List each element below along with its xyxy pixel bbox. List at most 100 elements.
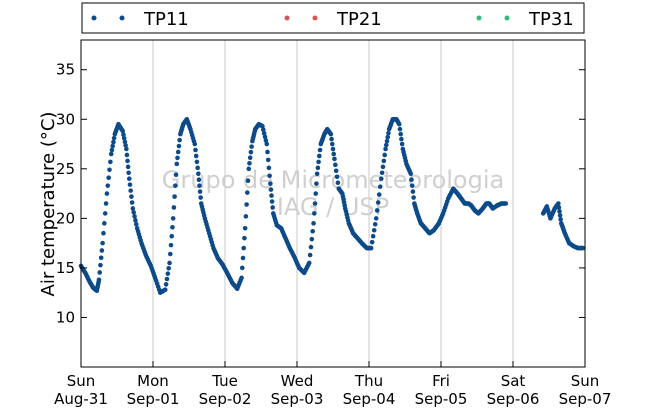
point-fill-TP11-47-4 (267, 173, 272, 179)
legend-label-TP31: TP31 (528, 9, 574, 30)
x-tick-date-6: Sep-06 (487, 390, 540, 408)
point-TP11-8 (108, 151, 114, 157)
y-tick-label-5: 35 (56, 61, 75, 79)
point-fill-TP11-40-1 (239, 265, 245, 271)
point-fill-TP11-57-1 (307, 252, 313, 258)
point-fill-TP11-57-3 (309, 236, 315, 242)
point-fill-TP11-24-4 (177, 137, 182, 143)
point-fill-TP11-59-3 (317, 153, 322, 159)
legend-marker2-TP21 (312, 15, 318, 21)
data-points (78, 116, 586, 295)
point-fill-TP11-6-1 (101, 230, 106, 236)
point-fill-TP11-13-1 (127, 182, 133, 187)
point-fill-TP11-63-3 (330, 146, 336, 152)
y-tick-label-0: 10 (56, 308, 75, 326)
point-fill-TP11-21-1 (163, 282, 169, 287)
point-fill-TP11-7-4 (108, 159, 113, 165)
point-fill-TP11-8-1 (109, 147, 115, 153)
point-fill-TP11-13-4 (129, 200, 135, 205)
point-fill-TP11-40-3 (241, 245, 247, 251)
point-fill-TP11-58-3 (313, 191, 319, 196)
point-fill-TP11-63-4 (331, 151, 337, 157)
point-fill-TP11-47-2 (265, 157, 271, 163)
point-TP11-48 (268, 181, 273, 186)
point-fill-TP11-112-3 (557, 213, 563, 218)
point-fill-TP11-74-2 (375, 200, 381, 205)
point-fill-TP11-14-3 (133, 218, 138, 223)
point-fill-TP11-64-3 (334, 174, 340, 180)
point-TP11-30 (196, 171, 201, 177)
point-fill-TP11-41-3 (245, 190, 250, 195)
point-fill-TP11-7-3 (107, 167, 112, 173)
x-tick-date-7: Sep-07 (559, 390, 612, 408)
point-fill-TP11-6-3 (102, 211, 108, 216)
x-tick-date-5: Sep-05 (415, 390, 468, 408)
point-TP11-80 (396, 121, 402, 127)
point-fill-TP11-80-3 (399, 136, 404, 142)
point-TP11-57 (306, 260, 312, 266)
point-fill-TP11-59-2 (316, 159, 321, 165)
point-fill-TP11-23-1 (171, 205, 177, 210)
point-TP11-14 (130, 206, 136, 211)
x-tick-date-1: Sep-01 (127, 390, 180, 408)
point-fill-TP11-64-1 (333, 162, 338, 168)
point-fill-TP11-41-4 (245, 178, 251, 184)
point-fill-TP11-80-4 (399, 141, 405, 147)
point-fill-TP11-58-4 (314, 181, 319, 186)
point-TP11-74 (373, 216, 379, 221)
point-TP11-40 (239, 275, 244, 281)
point-TP11-112 (556, 201, 561, 206)
point-fill-TP11-47-1 (265, 149, 270, 155)
y-tick-label-3: 25 (56, 160, 75, 178)
point-fill-TP11-24-3 (176, 143, 182, 149)
point-fill-TP11-13-3 (129, 194, 134, 199)
point-fill-TP11-8-2 (110, 143, 115, 149)
point-fill-TP11-42-3 (248, 149, 254, 155)
legend-label-TP11: TP11 (143, 9, 189, 30)
point-TP11-7 (104, 191, 110, 196)
point-fill-TP11-11-2 (121, 135, 127, 141)
point-TP11-73 (368, 245, 374, 251)
point-fill-TP11-112-1 (556, 205, 562, 210)
point-fill-TP11-30-1 (196, 177, 202, 183)
x-tick-day-6: Sat (501, 372, 526, 390)
y-tick-label-1: 15 (56, 259, 75, 277)
x-tick-date-3: Sep-03 (271, 390, 324, 408)
legend: TP11 TP21 TP31 (81, 2, 585, 34)
point-TP11-118 (580, 245, 586, 251)
watermark-line-0: Grupo de Micrometeorologia (162, 166, 504, 194)
point-fill-TP11-58-1 (311, 211, 317, 216)
point-fill-TP11-74-4 (377, 184, 383, 189)
point-TP11-59 (314, 171, 320, 177)
point-fill-TP11-80-1 (397, 126, 403, 132)
point-fill-TP11-41-1 (243, 214, 249, 219)
point-fill-TP11-73-2 (370, 233, 376, 239)
point-fill-TP11-24-1 (175, 155, 180, 161)
point-fill-TP11-5-2 (98, 262, 103, 268)
point-TP11-75 (378, 176, 384, 182)
legend-marker2-TP31 (504, 15, 510, 21)
point-fill-TP11-48-4 (270, 205, 275, 210)
point-fill-TP11-12-3 (125, 164, 131, 170)
y-axis-label: Air temperature (°C) (38, 112, 59, 297)
point-fill-TP11-74-3 (376, 192, 382, 197)
point-fill-TP11-41-2 (244, 202, 249, 207)
point-fill-TP11-22-2 (168, 242, 174, 248)
point-fill-TP11-47-3 (266, 165, 272, 171)
point-fill-TP11-21-2 (164, 276, 170, 282)
point-fill-TP11-48-1 (268, 187, 274, 192)
x-tick-date-2: Sep-02 (199, 390, 252, 408)
point-fill-TP11-75-3 (381, 158, 387, 164)
series-TP11 (78, 116, 586, 295)
point-fill-TP11-5-3 (98, 255, 104, 261)
point-TP11-13 (126, 176, 132, 182)
point-fill-TP11-8-3 (111, 139, 116, 145)
point-fill-TP11-29-1 (193, 147, 198, 153)
point-fill-TP11-83-1 (409, 177, 414, 183)
legend-marker-TP11 (91, 15, 97, 21)
point-fill-TP11-83-3 (410, 189, 416, 194)
legend-frame (81, 2, 585, 34)
point-fill-TP11-23-4 (173, 172, 179, 178)
point-TP11-29 (192, 141, 198, 147)
